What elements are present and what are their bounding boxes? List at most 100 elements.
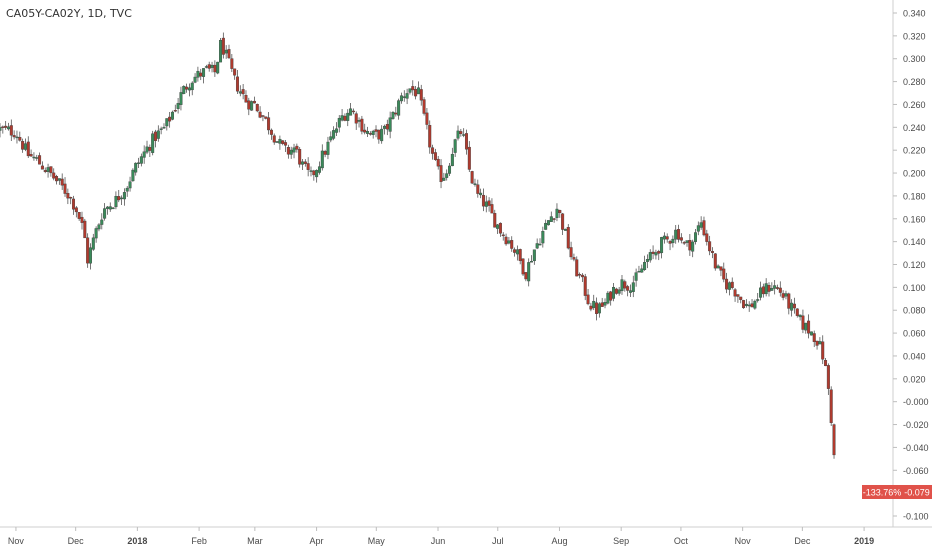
candle-up: [165, 118, 169, 127]
candle-up: [541, 231, 545, 244]
candle-down: [518, 249, 522, 261]
candle-down: [742, 300, 746, 309]
candle-down: [351, 110, 355, 113]
candle-down: [467, 146, 471, 170]
price-tick-label: 0.140: [903, 237, 926, 247]
candle-up: [691, 241, 695, 252]
candle-up: [309, 170, 313, 172]
candle-up: [660, 237, 664, 254]
candle-down: [9, 125, 13, 136]
candle-down: [821, 341, 825, 360]
candle-down: [414, 89, 418, 97]
candle-down: [501, 234, 505, 237]
candle-down: [481, 194, 485, 207]
candle-down: [781, 293, 785, 298]
candle-down: [261, 115, 265, 117]
candle-up: [366, 130, 370, 134]
candle-down: [69, 197, 73, 199]
candle-down: [77, 212, 81, 219]
last-price-label: -0.079: [904, 487, 930, 497]
candle-down: [377, 129, 381, 140]
candle-down: [436, 158, 440, 167]
candle-down: [609, 291, 613, 301]
candle-down: [626, 286, 630, 291]
candle-up: [784, 293, 788, 297]
time-tick-label: Dec: [68, 536, 85, 546]
candle-down: [583, 276, 587, 296]
candle-down: [439, 165, 443, 183]
candle-up: [479, 192, 483, 196]
candle-up: [340, 115, 344, 121]
candle-up: [416, 87, 420, 95]
candle-down: [230, 58, 234, 69]
candle-up: [91, 237, 95, 250]
candle-up: [645, 259, 649, 262]
candle-up: [399, 95, 403, 102]
candle-down: [725, 278, 729, 290]
candle-up: [450, 153, 454, 167]
time-tick-label: Sep: [613, 536, 629, 546]
candle-down: [566, 227, 570, 249]
candle-down: [26, 141, 30, 157]
candle-down: [247, 100, 251, 110]
candle-up: [250, 101, 254, 111]
candle-down: [736, 294, 740, 297]
candle-up: [620, 279, 624, 292]
candle-up: [764, 283, 768, 295]
candle-down: [422, 99, 426, 114]
candle-down: [569, 247, 573, 258]
price-axis[interactable]: 0.340 0.320 0.300 0.280 0.260 0.240 0.220 0.200…: [892, 0, 929, 527]
candle-down: [493, 213, 497, 228]
last-price-label-bg: [902, 484, 932, 499]
candle-down: [719, 266, 723, 271]
price-tick-label: 0.220: [903, 146, 926, 156]
candle-down: [29, 154, 33, 157]
candle-up: [462, 134, 466, 136]
candle-down: [86, 237, 90, 264]
candle-down: [241, 89, 245, 95]
candle-up: [515, 249, 519, 255]
candle-up: [405, 93, 409, 99]
candle-down: [826, 365, 830, 389]
candle-down: [733, 289, 737, 297]
time-axis[interactable]: Nov Dec 2018 Feb Mar Apr May Jun Jul Aug Sep Oct Nov…: [0, 526, 932, 546]
candle-up: [131, 169, 135, 182]
candle-down: [148, 147, 152, 151]
price-tick-label: 0.280: [903, 77, 926, 87]
candle-up: [6, 126, 10, 130]
price-tick-label: 0.080: [903, 306, 926, 316]
candle-down: [199, 72, 203, 77]
candle-down: [363, 129, 367, 133]
candle-down: [722, 268, 726, 280]
time-tick-label: Apr: [310, 536, 324, 546]
candle-down: [589, 305, 593, 310]
candle-down: [572, 257, 576, 260]
candle-down: [295, 145, 299, 150]
candle-up: [727, 282, 731, 290]
candle-up: [128, 181, 132, 189]
candle-down: [767, 285, 771, 292]
price-tick-label: -0.040: [903, 443, 929, 453]
candle-down: [459, 131, 463, 134]
candle-down: [688, 240, 692, 251]
candle-down: [832, 424, 836, 456]
price-tick-label: 0.340: [903, 9, 926, 19]
candle-down: [487, 200, 491, 206]
candle-down: [207, 64, 211, 69]
candle-up: [747, 304, 751, 307]
candle-up: [210, 64, 214, 68]
candle-down: [235, 76, 239, 92]
price-tick-label: 0.240: [903, 123, 926, 133]
candle-down: [360, 118, 364, 132]
candle-up: [190, 82, 194, 91]
candle-up: [674, 229, 678, 240]
candle-up: [337, 117, 341, 128]
candle-down: [580, 274, 584, 278]
candle-down: [272, 135, 276, 143]
candle-down: [431, 147, 435, 154]
candle-down: [252, 100, 256, 104]
candle-up: [114, 195, 118, 208]
candle-up: [105, 206, 109, 209]
